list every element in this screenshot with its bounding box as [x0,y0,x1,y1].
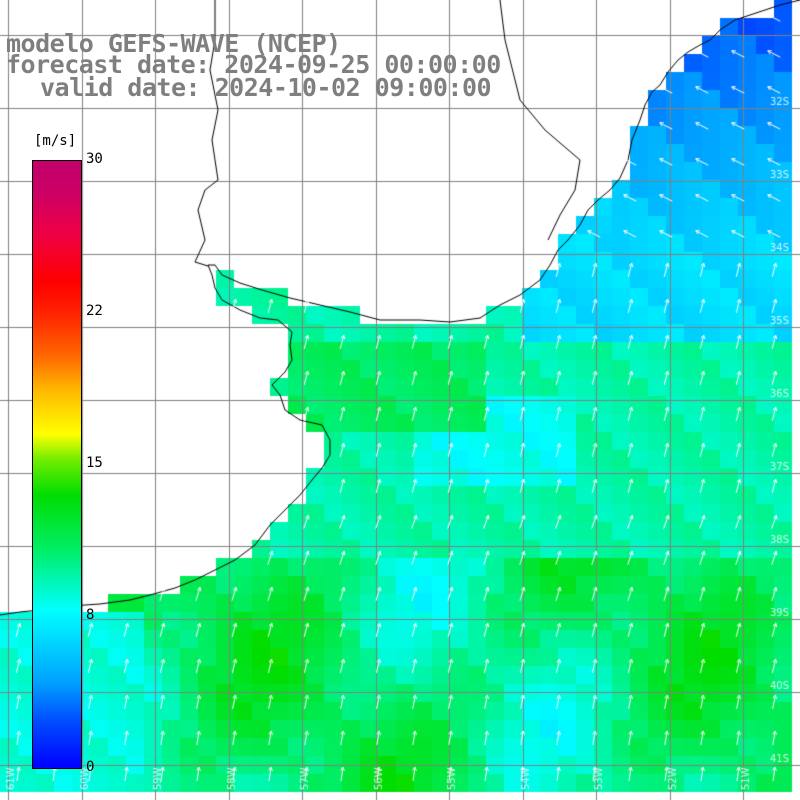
model-title: modelo GEFS-WAVE (NCEP) [6,29,341,58]
colorbar-tick-30: 30 [86,151,103,167]
colorbar-unit: [m/s] [34,133,77,149]
colorbar-tick-0: 0 [86,759,95,775]
colorbar-tick-22: 22 [86,303,103,319]
valid-date: valid date: 2024-10-02 09:00:00 [40,73,492,102]
forecast-date: forecast date: 2024-09-25 00:00:00 [6,50,501,79]
colorbar-tick-15: 15 [86,455,103,471]
colorbar [32,160,82,769]
colorbar-tick-8: 8 [86,607,95,623]
